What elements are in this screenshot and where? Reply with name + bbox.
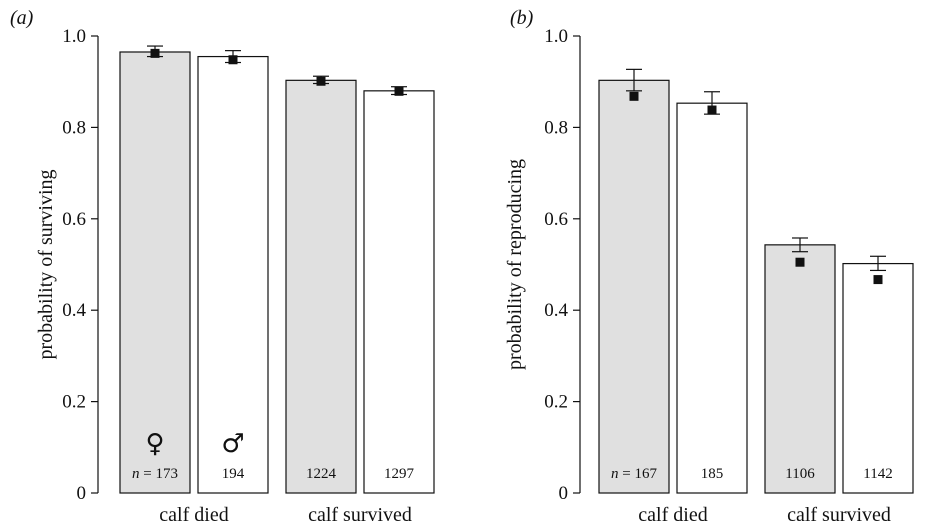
sample-size-value: 1297 [384, 466, 415, 482]
observed-point-marker [228, 55, 238, 65]
bar-male [363, 90, 435, 494]
sample-size-equals: = [140, 466, 156, 482]
bar-female [598, 79, 670, 494]
sample-size-label: 185 [701, 466, 724, 482]
sample-size-prefix: n [132, 466, 140, 482]
sample-size-label: 1142 [863, 466, 892, 482]
y-tick-label: 0.4 [544, 300, 568, 321]
sample-size-label: 1297 [384, 466, 415, 482]
bar-female [764, 244, 836, 494]
bar-male [676, 102, 748, 494]
y-tick-label: 0.2 [62, 392, 86, 413]
bar-male [197, 55, 269, 494]
y-tick-label: 1.0 [62, 26, 86, 47]
sample-size-label: n = 167 [611, 466, 657, 482]
male-symbol-icon: ♂ [221, 429, 244, 459]
sample-size-value: 173 [155, 466, 178, 482]
x-group-label: calf survived [308, 504, 412, 526]
sample-size-prefix: n [611, 466, 619, 482]
observed-point-marker [629, 91, 639, 101]
bar-male [842, 262, 914, 494]
x-group-label: calf died [159, 504, 228, 526]
y-tick-label: 0 [77, 483, 87, 504]
sample-size-label: n = 173 [132, 466, 178, 482]
y-axis-title: probability of reproducing [504, 159, 526, 370]
sample-size-value: 167 [634, 466, 657, 482]
panel-label: (a) [10, 7, 34, 29]
sample-size-value: 194 [222, 466, 245, 482]
observed-point-marker [873, 275, 883, 285]
x-group-label: calf survived [787, 504, 891, 526]
x-group-label: calf died [638, 504, 707, 526]
y-tick-label: 0.8 [544, 117, 568, 138]
observed-point-marker [316, 76, 326, 86]
observed-point-marker [394, 86, 404, 96]
y-tick-label: 0 [559, 483, 569, 504]
observed-point-marker [795, 257, 805, 267]
sample-size-label: 1106 [785, 466, 815, 482]
y-tick-label: 1.0 [544, 26, 568, 47]
female-symbol-icon: ♀ [145, 429, 164, 459]
sample-size-value: 185 [701, 466, 724, 482]
bar-female [119, 51, 191, 494]
bar-female [285, 79, 357, 494]
sample-size-equals: = [619, 466, 635, 482]
sample-size-value: 1224 [306, 466, 337, 482]
y-tick-label: 0.6 [62, 209, 86, 230]
y-axis-title: probability of surviving [35, 170, 57, 360]
sample-size-label: 194 [222, 466, 245, 482]
y-tick-label: 0.4 [62, 300, 86, 321]
y-tick-label: 0.8 [62, 117, 86, 138]
observed-point-marker [150, 48, 160, 58]
panel-label: (b) [510, 7, 534, 29]
y-tick-label: 0.6 [544, 209, 568, 230]
sample-size-value: 1142 [863, 466, 892, 482]
observed-point-marker [707, 105, 717, 115]
sample-size-label: 1224 [306, 466, 337, 482]
y-tick-label: 0.2 [544, 392, 568, 413]
sample-size-value: 1106 [785, 466, 815, 482]
